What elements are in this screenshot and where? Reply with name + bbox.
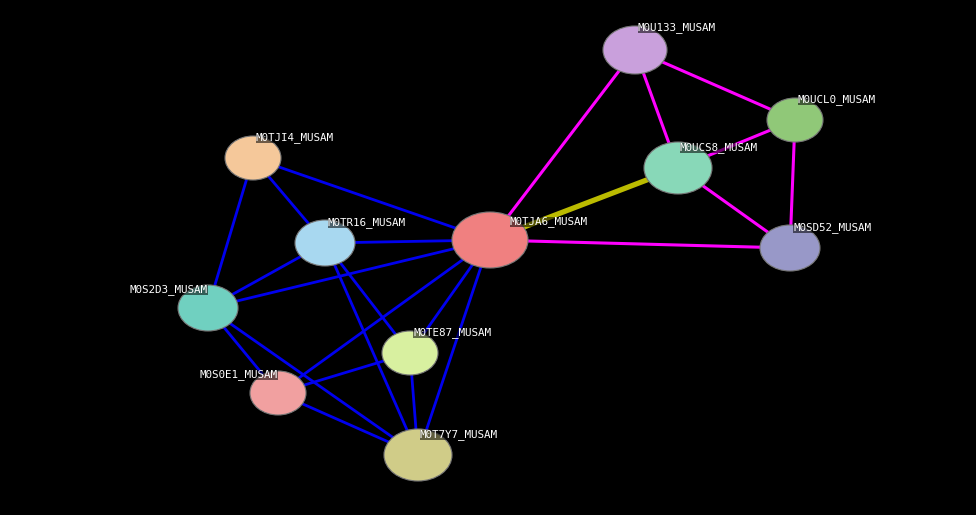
Text: M0UCS8_MUSAM: M0UCS8_MUSAM — [680, 143, 758, 153]
Text: M0TJI4_MUSAM: M0TJI4_MUSAM — [256, 132, 334, 144]
Text: M0U133_MUSAM: M0U133_MUSAM — [638, 23, 716, 33]
Ellipse shape — [250, 371, 306, 415]
Ellipse shape — [295, 220, 355, 266]
Ellipse shape — [382, 331, 438, 375]
Text: M0TE87_MUSAM: M0TE87_MUSAM — [413, 328, 491, 338]
Text: M0TR16_MUSAM: M0TR16_MUSAM — [328, 217, 406, 229]
Ellipse shape — [760, 225, 820, 271]
Text: M0SD52_MUSAM: M0SD52_MUSAM — [793, 222, 871, 233]
Text: M0T7Y7_MUSAM: M0T7Y7_MUSAM — [420, 430, 498, 440]
Ellipse shape — [225, 136, 281, 180]
Text: M0TJA6_MUSAM: M0TJA6_MUSAM — [510, 216, 588, 228]
Text: M0UCL0_MUSAM: M0UCL0_MUSAM — [798, 95, 876, 106]
Ellipse shape — [178, 285, 238, 331]
Ellipse shape — [644, 142, 712, 194]
Ellipse shape — [603, 26, 667, 74]
Ellipse shape — [452, 212, 528, 268]
Ellipse shape — [384, 429, 452, 481]
Text: M0S0E1_MUSAM: M0S0E1_MUSAM — [200, 370, 278, 381]
Ellipse shape — [767, 98, 823, 142]
Text: M0S2D3_MUSAM: M0S2D3_MUSAM — [130, 285, 208, 296]
